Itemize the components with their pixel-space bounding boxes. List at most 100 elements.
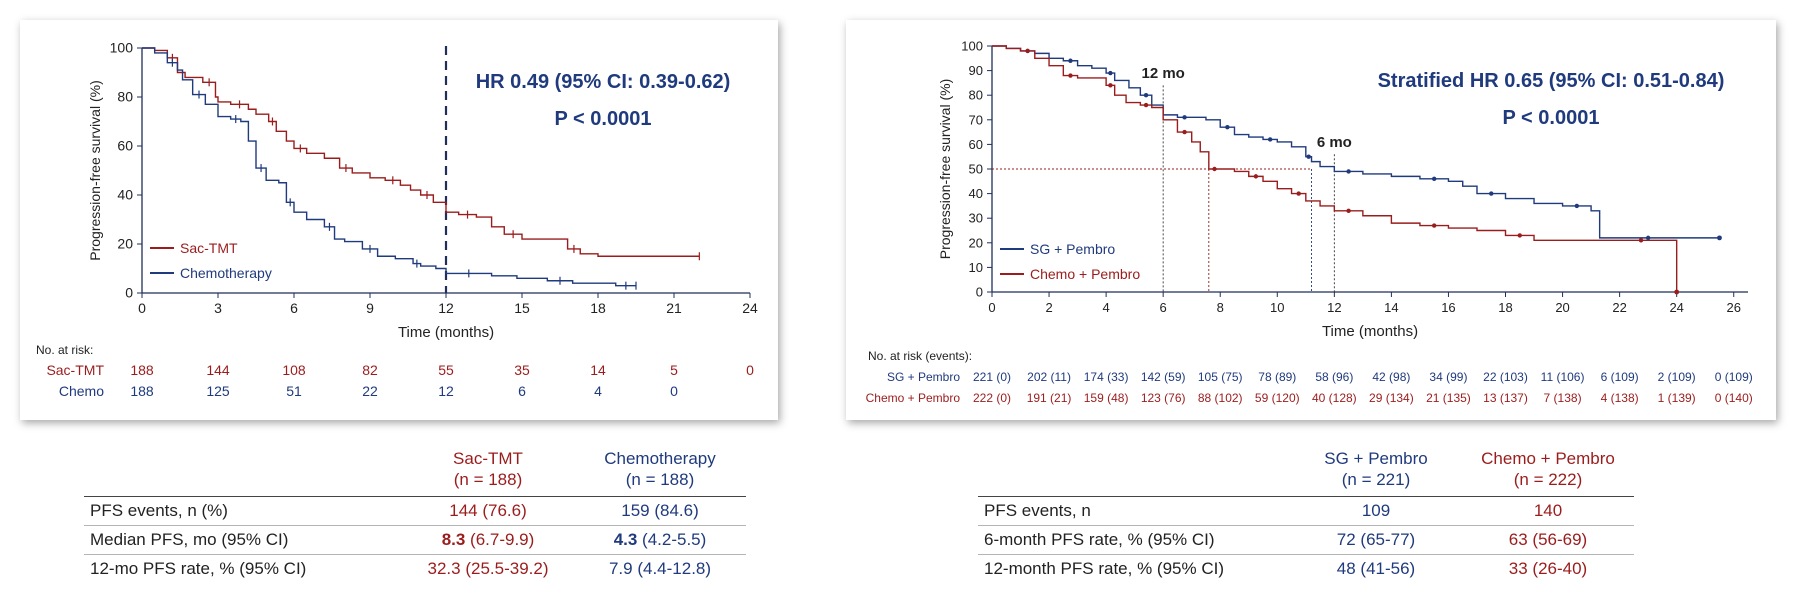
cell-value: 109 [1290,496,1462,526]
y-tick-label: 40 [117,187,133,203]
x-axis-title: Time (months) [398,324,494,341]
censor-mark [1143,93,1149,98]
table-header-row: Sac-TMT (n = 188) Chemotherapy (n = 188) [84,448,746,497]
censor-mark [1068,58,1073,63]
at-risk-value: 221 (0) [973,370,1011,384]
left-summary-table: Sac-TMT (n = 188) Chemotherapy (n = 188)… [84,448,746,583]
x-tick-label: 6 [290,300,298,316]
at-risk-value: 142 (59) [1141,370,1186,384]
at-risk-value: 22 [362,383,378,399]
cell-value: 33 (26-40) [1462,554,1634,583]
at-risk-row-label: Chemo [59,383,104,399]
x-tick-label: 8 [1217,300,1224,315]
at-risk-value: 108 [282,362,306,378]
y-tick-label: 50 [969,162,983,177]
x-tick-label: 2 [1045,300,1052,315]
table-row: PFS events, n 109 140 [978,496,1634,526]
row-label: PFS events, n [978,496,1290,526]
at-risk-header: No. at risk: [36,343,93,357]
y-tick-label: 80 [117,89,133,105]
x-tick-label: 0 [138,300,146,316]
hazard-ratio-label: HR 0.49 (95% CI: 0.39-0.62) [476,71,731,93]
x-tick-label: 24 [742,300,758,316]
row-label: PFS events, n (%) [84,496,402,526]
left-chart-panel: 0 20 40 60 80 100 0 3 6 9 12 15 18 21 24 Time (months) P… [20,20,778,420]
censor-mark [1346,169,1351,174]
at-risk-value: 59 (120) [1255,391,1300,405]
censor-mark [1182,129,1187,135]
censor-mark [1108,70,1113,76]
cell-value: 140 [1462,496,1634,526]
at-risk-value: 34 (99) [1429,370,1467,384]
series-line-sg-pembro [992,45,1720,239]
at-risk-value: 14 [590,362,606,378]
col-header-chemo-pembro: Chemo + Pembro (n = 222) [1462,448,1634,497]
x-tick-label: 16 [1441,300,1455,315]
table-row: 6-month PFS rate, % (95% CI) 72 (65-77) … [978,525,1634,555]
cell-value: 48 (41-56) [1290,554,1462,583]
row-label: 12-mo PFS rate, % (95% CI) [84,554,402,583]
right-summary-table: SG + Pembro (n = 221) Chemo + Pembro (n … [978,448,1634,583]
at-risk-value: 222 (0) [973,391,1011,405]
censor-mark [1489,191,1494,196]
legend-label: SG + Pembro [1030,241,1115,257]
censor-mark [1574,203,1580,209]
censor-mark [1517,233,1522,238]
x-axis-title: Time (months) [1322,323,1418,340]
row-label: Median PFS, mo (95% CI) [84,525,402,555]
at-risk-value: 0 [670,383,678,399]
at-risk-value: 191 (21) [1027,391,1072,405]
at-risk-row-label: Sac-TMT [46,362,104,378]
label-6-mo: 6 mo [1317,134,1352,151]
at-risk-value: 7 (138) [1544,391,1582,405]
at-risk-value: 40 (128) [1312,391,1357,405]
cell-value: 63 (56-69) [1462,525,1634,555]
x-tick-label: 18 [1498,300,1512,315]
x-tick-label: 10 [1270,300,1284,315]
col-header-sg-pembro: SG + Pembro (n = 221) [1290,448,1462,497]
table-row: 12-month PFS rate, % (95% CI) 48 (41-56)… [978,554,1634,583]
at-risk-value: 0 (109) [1715,370,1753,384]
x-tick-label: 9 [366,300,374,316]
at-risk-value: 55 [438,362,454,378]
at-risk-value: 5 [670,362,678,378]
at-risk-value: 13 (137) [1483,391,1528,405]
x-tick-label: 0 [988,300,995,315]
y-tick-label: 40 [969,186,983,201]
at-risk-value: 0 (140) [1715,391,1753,405]
x-tick-label: 24 [1669,300,1683,315]
x-tick-label: 4 [1102,300,1109,315]
at-risk-value: 4 (138) [1601,391,1639,405]
at-risk-value: 21 (135) [1426,391,1471,405]
y-tick-label: 0 [976,285,983,300]
at-risk-value: 2 (109) [1658,370,1696,384]
at-risk-value: 202 (11) [1027,370,1071,384]
x-tick-label: 20 [1555,300,1569,315]
at-risk-value: 0 [746,362,754,378]
at-risk-value: 82 [362,362,378,378]
censor-mark [1068,73,1073,78]
y-axis-title: Progression-free survival (%) [937,79,953,260]
table-row: PFS events, n (%) 144 (76.6) 159 (84.6) [84,496,746,526]
x-tick-label: 21 [666,300,682,316]
at-risk-value: 6 (109) [1601,370,1639,384]
at-risk-row-label: SG + Pembro [887,370,960,384]
x-tick-label: 18 [590,300,606,316]
y-tick-label: 20 [969,235,983,250]
censor-mark [1638,238,1644,243]
censor-mark [1253,174,1259,179]
y-tick-label: 0 [125,285,133,301]
at-risk-value: 4 [594,383,602,399]
at-risk-value: 188 [130,362,154,378]
at-risk-value: 78 (89) [1258,370,1296,384]
y-tick-label: 20 [117,236,133,252]
cell-value: 159 (84.6) [574,496,746,526]
y-tick-label: 60 [117,138,133,154]
cell-value: 7.9 (4.4-12.8) [574,554,746,583]
x-tick-label: 15 [514,300,530,316]
at-risk-value: 22 (103) [1483,370,1528,384]
y-tick-label: 100 [961,39,983,54]
at-risk-value: 188 [130,383,154,399]
censor-mark [1267,137,1273,142]
censor-mark [1143,102,1149,108]
